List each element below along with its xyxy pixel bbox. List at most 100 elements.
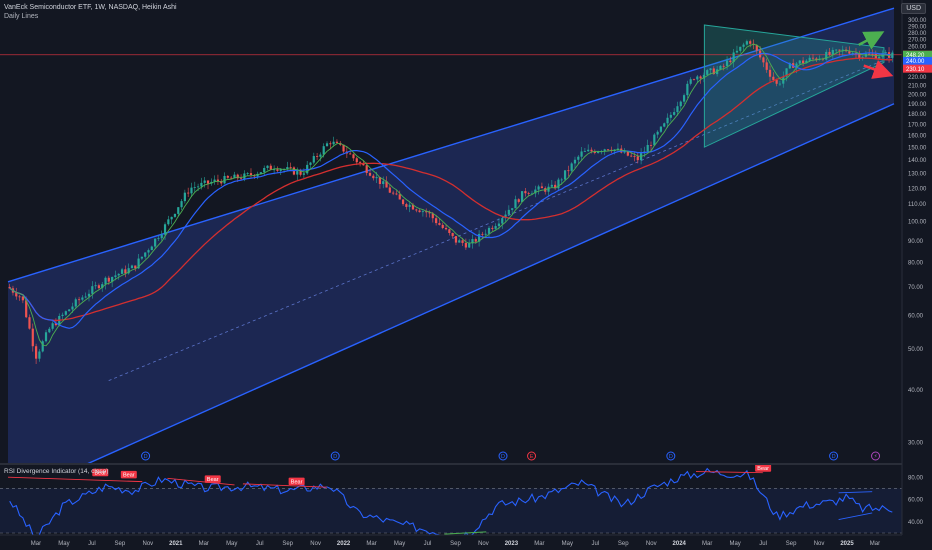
up-arrow-icon[interactable] bbox=[858, 31, 885, 50]
candle-body bbox=[296, 170, 299, 175]
time-tick-label: Jul bbox=[256, 541, 264, 547]
price-tick-label: 40.00 bbox=[908, 388, 924, 394]
candle-body bbox=[302, 173, 305, 175]
rsi-pane bbox=[0, 465, 902, 535]
candle-body bbox=[193, 187, 196, 188]
bear-signal-badge bbox=[204, 475, 221, 483]
chart-title[interactable]: VanEck Semiconductor ETF, 1W, NASDAQ, He… bbox=[4, 4, 177, 11]
time-axis[interactable] bbox=[0, 535, 902, 550]
candle-body bbox=[514, 199, 517, 209]
signal-label: Bear bbox=[94, 471, 106, 477]
time-tick-label: 2021 bbox=[169, 541, 183, 547]
candle-body bbox=[686, 83, 689, 96]
candle-body bbox=[286, 167, 289, 170]
candle-body bbox=[577, 156, 580, 160]
candle-body bbox=[203, 180, 206, 183]
candle-body bbox=[696, 76, 699, 80]
channel-upper-line[interactable] bbox=[7, 7, 895, 283]
candle-body bbox=[111, 276, 114, 282]
signal-label: Bear bbox=[123, 473, 135, 479]
price-tick-label: 120.00 bbox=[908, 186, 927, 192]
candle-body bbox=[835, 49, 838, 51]
candle-body bbox=[289, 167, 292, 168]
candle-body bbox=[478, 233, 481, 242]
price-tick-label: 70.00 bbox=[908, 285, 924, 291]
candle-body bbox=[342, 144, 345, 152]
candle-body bbox=[811, 57, 815, 59]
candle-body bbox=[524, 191, 527, 194]
rsi-title[interactable]: RSI Divergence Indicator (14, close) bbox=[4, 468, 109, 475]
candle-body bbox=[858, 52, 861, 58]
candle-body bbox=[316, 156, 319, 157]
candle-body bbox=[825, 51, 828, 60]
candle-body bbox=[256, 173, 259, 177]
divergence-line bbox=[167, 477, 235, 486]
price-tag-label: 248.20 bbox=[906, 53, 925, 59]
candle-body bbox=[173, 213, 177, 217]
candle-body bbox=[190, 187, 193, 194]
candle-body bbox=[838, 49, 841, 51]
candle-body bbox=[362, 163, 365, 166]
time-axis-ticks: Mar May Jul Sep Nov 2021 Mar May Jul Sep Nov 2022 Ma… bbox=[31, 541, 880, 547]
candle-body bbox=[702, 74, 706, 79]
time-tick-label: Mar bbox=[366, 541, 376, 547]
rsi-tick-label: 80.00 bbox=[908, 475, 924, 481]
candle-body bbox=[580, 151, 583, 157]
candle-body bbox=[398, 194, 401, 200]
candle-body bbox=[163, 224, 167, 235]
price-tick-label: 60.00 bbox=[908, 313, 924, 319]
candle-body bbox=[798, 60, 801, 64]
candle-body bbox=[177, 207, 180, 214]
candle-body bbox=[507, 209, 510, 215]
candle-body bbox=[805, 60, 808, 64]
price-tick-label: 260.00 bbox=[908, 44, 927, 50]
candle-body bbox=[84, 296, 87, 298]
price-scale[interactable] bbox=[902, 0, 932, 550]
candle-body bbox=[74, 299, 77, 307]
candle-body bbox=[481, 233, 484, 235]
candle-body bbox=[335, 141, 339, 143]
candle-body bbox=[365, 165, 368, 173]
time-tick-label: 2025 bbox=[840, 541, 854, 547]
candle-body bbox=[246, 173, 249, 174]
candle-body bbox=[223, 175, 226, 184]
event-marker-label: D bbox=[501, 454, 505, 460]
time-tick-label: May bbox=[394, 541, 405, 547]
candle-body bbox=[868, 53, 871, 55]
candle-body bbox=[653, 134, 656, 146]
candle-body bbox=[239, 178, 243, 180]
candle-body bbox=[64, 311, 67, 315]
pane-separator bbox=[0, 463, 932, 465]
candle-body bbox=[372, 175, 375, 179]
candle-body bbox=[352, 154, 355, 159]
candle-body bbox=[117, 273, 120, 276]
time-tick-label: Jul bbox=[88, 541, 96, 547]
candle-body bbox=[673, 112, 676, 115]
candle-body bbox=[269, 165, 272, 170]
price-tag-box bbox=[903, 64, 932, 73]
candle-body bbox=[676, 106, 679, 113]
candle-body bbox=[41, 341, 44, 352]
price-tick-label: 30.00 bbox=[908, 441, 924, 447]
candle-body bbox=[729, 60, 732, 63]
candle-body bbox=[259, 172, 263, 174]
event-marker-icon bbox=[330, 451, 340, 461]
divergence-line bbox=[838, 491, 873, 494]
candle-body bbox=[775, 79, 778, 84]
ma-mid-line bbox=[9, 52, 893, 329]
time-tick-label: Nov bbox=[142, 541, 153, 547]
currency-badge[interactable]: USD bbox=[901, 3, 926, 14]
signal-label: Bear bbox=[757, 466, 769, 472]
price-tag-box bbox=[903, 56, 932, 65]
price-tick-label: 100.00 bbox=[908, 220, 927, 226]
event-marker-icon bbox=[141, 451, 151, 461]
down-arrow-icon[interactable] bbox=[863, 59, 894, 79]
candle-body bbox=[530, 193, 534, 195]
channel-lower-line[interactable] bbox=[8, 103, 895, 499]
candle-body bbox=[755, 45, 758, 51]
candle-body bbox=[392, 192, 395, 194]
candle-body bbox=[454, 236, 458, 243]
candle-body bbox=[200, 182, 203, 187]
candle-body bbox=[263, 168, 266, 173]
